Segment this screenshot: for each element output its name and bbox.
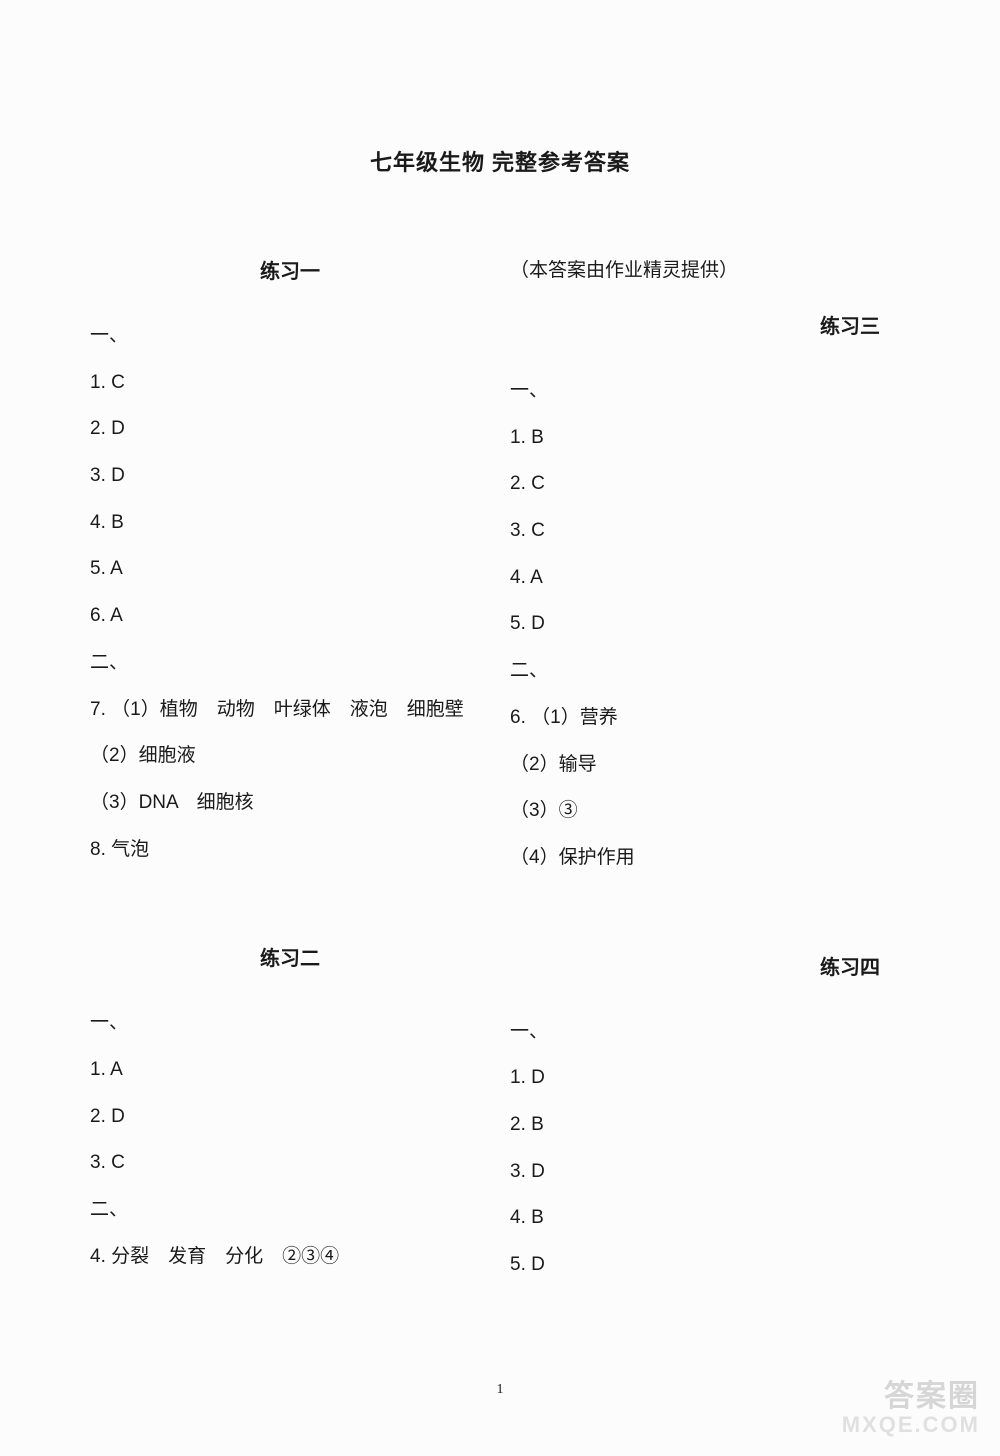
section-label: 一、 [90,1011,490,1036]
answer-item: 5. D [510,1253,910,1278]
watermark-text-1: 答案圈 [842,1382,980,1412]
answer-item: （2）细胞液 [90,744,490,769]
answer-item: 8. 气泡 [90,838,490,863]
spacer [510,893,910,951]
answer-item: 3. C [510,519,910,544]
answer-item: 2. B [510,1113,910,1138]
answer-item: 4. B [90,511,490,536]
section-label: 一、 [510,1020,910,1045]
answer-item: 3. C [90,1151,490,1176]
answer-item: （3）③ [510,799,910,824]
columns: 练习一 一、 1. C 2. D 3. D 4. B 5. A 6. A 二、 … [90,255,910,1300]
answer-item: 4. B [510,1206,910,1231]
answer-item: 1. D [510,1066,910,1091]
answer-item: 2. C [510,472,910,497]
answer-item: 2. D [90,1105,490,1130]
exercise-3-title: 练习三 [510,310,910,339]
answer-item: （4）保护作用 [510,846,910,871]
section-label: 二、 [510,659,910,684]
watermark: 答案圈 MXQE.COM [842,1382,980,1438]
answer-item: 5. A [90,557,490,582]
answer-item: 7. （1）植物 动物 叶绿体 液泡 细胞壁 [90,698,490,723]
answer-item: （2）输导 [510,753,910,778]
page-container: 七年级生物 完整参考答案 练习一 一、 1. C 2. D 3. D 4. B … [0,0,1000,1340]
section-label: 二、 [90,1198,490,1223]
exercise-1-title: 练习一 [90,255,490,284]
exercise-4-title: 练习四 [510,951,910,980]
answer-item: 3. D [510,1160,910,1185]
answer-item: 2. D [90,417,490,442]
answer-item: 1. B [510,426,910,451]
main-title: 七年级生物 完整参考答案 [90,145,910,177]
answer-item: 4. A [510,566,910,591]
answer-item: 4. 分裂 发育 分化 ②③④ [90,1245,490,1270]
credit-text: （本答案由作业精灵提供） [510,255,910,282]
answer-item: （3）DNA 细胞核 [90,791,490,816]
answer-item: 5. D [510,612,910,637]
section-label: 一、 [90,324,490,349]
section-label: 一、 [510,379,910,404]
left-column: 练习一 一、 1. C 2. D 3. D 4. B 5. A 6. A 二、 … [90,255,490,1300]
spacer [90,884,490,942]
answer-item: 6. （1）营养 [510,706,910,731]
answer-item: 1. A [90,1058,490,1083]
right-column: （本答案由作业精灵提供） 练习三 一、 1. B 2. C 3. C 4. A … [510,255,910,1300]
answer-item: 3. D [90,464,490,489]
answer-item: 1. C [90,371,490,396]
exercise-2-title: 练习二 [90,942,490,971]
answer-item: 6. A [90,604,490,629]
page-number: 1 [497,1382,504,1398]
section-label: 二、 [90,651,490,676]
watermark-text-2: MXQE.COM [842,1412,980,1438]
